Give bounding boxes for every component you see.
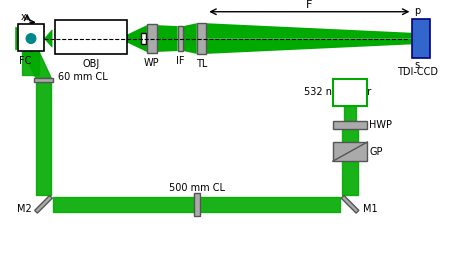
Polygon shape xyxy=(333,142,367,161)
Polygon shape xyxy=(22,51,39,75)
Polygon shape xyxy=(53,197,340,212)
Text: 60 mm CL: 60 mm CL xyxy=(58,72,108,82)
Polygon shape xyxy=(35,196,52,213)
Text: 532 nm Laser: 532 nm Laser xyxy=(304,87,371,97)
Polygon shape xyxy=(16,27,31,50)
Text: F: F xyxy=(306,0,312,10)
Polygon shape xyxy=(34,78,53,82)
Text: M1: M1 xyxy=(364,204,378,214)
Polygon shape xyxy=(183,23,197,54)
Text: FC: FC xyxy=(18,56,31,66)
Text: 500 mm CL: 500 mm CL xyxy=(169,183,225,193)
FancyBboxPatch shape xyxy=(141,33,146,44)
Text: z: z xyxy=(40,24,45,34)
Polygon shape xyxy=(147,24,156,53)
Polygon shape xyxy=(45,30,52,47)
Polygon shape xyxy=(178,26,183,51)
Circle shape xyxy=(26,34,36,43)
Text: HWP: HWP xyxy=(369,120,392,130)
FancyBboxPatch shape xyxy=(18,24,45,51)
Text: TDI-CCD: TDI-CCD xyxy=(397,67,438,77)
Text: IF: IF xyxy=(176,56,185,66)
Polygon shape xyxy=(333,121,367,128)
FancyBboxPatch shape xyxy=(333,79,367,106)
Text: p: p xyxy=(414,6,420,16)
Polygon shape xyxy=(342,161,358,195)
Text: GP: GP xyxy=(369,146,383,157)
Polygon shape xyxy=(206,39,412,54)
Text: WP: WP xyxy=(144,58,160,68)
Text: s: s xyxy=(414,60,419,70)
Text: M2: M2 xyxy=(17,204,32,214)
Polygon shape xyxy=(344,106,356,121)
Polygon shape xyxy=(342,128,358,142)
Text: x: x xyxy=(20,12,26,22)
FancyBboxPatch shape xyxy=(55,20,127,54)
Polygon shape xyxy=(206,23,412,39)
Polygon shape xyxy=(22,51,51,78)
Text: TL: TL xyxy=(196,59,207,69)
Polygon shape xyxy=(127,31,141,46)
Text: OBJ: OBJ xyxy=(82,59,100,69)
FancyBboxPatch shape xyxy=(412,19,429,58)
Polygon shape xyxy=(156,25,178,52)
Polygon shape xyxy=(341,196,359,213)
Polygon shape xyxy=(127,25,147,52)
Polygon shape xyxy=(197,23,206,54)
Polygon shape xyxy=(36,82,51,195)
FancyBboxPatch shape xyxy=(194,193,200,216)
